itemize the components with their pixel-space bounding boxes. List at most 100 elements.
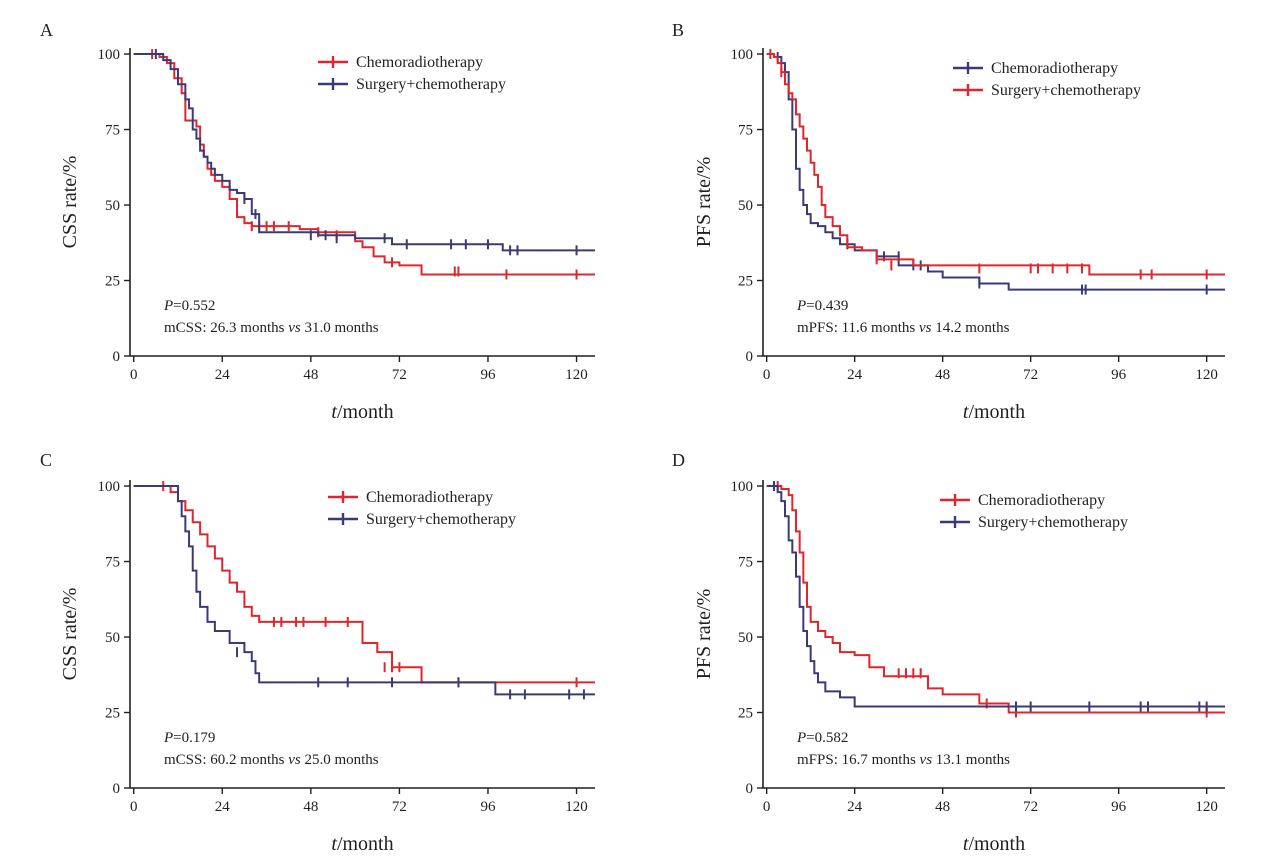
legend-entry: Chemoradiotherapy [991, 60, 1118, 77]
p-value-rest: =0.439 [806, 298, 848, 314]
legend-entry: Surgery+chemotherapy [991, 82, 1141, 99]
y-tick-label: 0 [113, 349, 121, 365]
median-suffix: 14.2 months [931, 320, 1009, 336]
median-prefix: mFPS: 16.7 months [797, 752, 920, 768]
x-tick-label: 96 [1111, 799, 1127, 815]
panel-c: C 0 25 50 75 100 0 24 48 72 96 120 CSS rate/% t/month… [40, 450, 595, 855]
x-tick-label: 48 [935, 367, 950, 383]
x-tick-label: 48 [303, 367, 318, 383]
x-tick-label: 0 [130, 799, 138, 815]
p-value-rest: =0.179 [173, 730, 215, 746]
y-tick-label: 75 [105, 123, 120, 139]
x-axis-label: t/month [331, 401, 393, 423]
x-tick-label: 72 [392, 367, 407, 383]
series-2 [766, 481, 1225, 712]
p-value-italic: P [796, 730, 806, 746]
series-2 [133, 49, 595, 256]
y-tick-label: 25 [105, 274, 120, 290]
p-value-rest: =0.552 [173, 298, 215, 314]
y-tick-label: 25 [738, 274, 753, 290]
median-suffix: 31.0 months [301, 320, 379, 336]
legend-entry: Surgery+chemotherapy [978, 514, 1128, 531]
x-tick-label: 120 [1195, 799, 1218, 815]
median-vs: vs [288, 752, 301, 768]
legend-entry: Chemoradiotherapy [366, 489, 493, 506]
y-tick-label: 25 [738, 706, 753, 722]
survival-curve [766, 485, 1225, 708]
x-tick-label: 96 [480, 367, 496, 383]
x-axis-label-rest: /month [337, 833, 394, 855]
survival-curve [133, 485, 595, 684]
x-tick-label: 48 [303, 799, 318, 815]
x-tick-label: 120 [565, 367, 588, 383]
y-tick-label: 100 [98, 479, 121, 495]
y-tick-label: 0 [746, 781, 754, 797]
x-tick-label: 0 [130, 367, 138, 383]
legend-entry: Chemoradiotherapy [978, 492, 1105, 509]
x-tick-label: 48 [935, 799, 950, 815]
x-axis-label: t/month [963, 833, 1025, 855]
panel-letter: C [40, 450, 52, 470]
panel-a: A 0 25 50 75 100 0 24 48 72 96 120 CSS rate/% t/month… [40, 20, 595, 423]
y-axis-label: CSS rate/% [59, 588, 81, 681]
x-tick-label: 72 [392, 799, 407, 815]
median-prefix: mCSS: 26.3 months [164, 320, 288, 336]
legend-entry: Surgery+chemotherapy [356, 76, 506, 93]
y-tick-label: 100 [731, 47, 754, 63]
survival-curve [133, 53, 595, 252]
survival-curve [133, 485, 595, 696]
x-tick-label: 96 [480, 799, 496, 815]
p-value-text: P=0.552 [163, 298, 215, 314]
x-axis-label: t/month [331, 833, 393, 855]
x-tick-label: 120 [1195, 367, 1218, 383]
x-axis-label-italic: t [963, 401, 969, 423]
p-value-italic: P [163, 730, 173, 746]
x-tick-label: 72 [1023, 799, 1038, 815]
panel-letter: A [40, 20, 53, 40]
median-prefix: mCSS: 60.2 months [164, 752, 288, 768]
median-survival-text: mCSS: 26.3 months vs 31.0 months [164, 320, 379, 336]
panel-letter: D [672, 450, 685, 470]
y-tick-label: 75 [738, 123, 753, 139]
median-vs: vs [288, 320, 301, 336]
series-2 [766, 49, 1225, 280]
x-axis-label-italic: t [331, 401, 337, 423]
y-tick-label: 50 [105, 630, 120, 646]
median-suffix: 13.1 months [932, 752, 1010, 768]
x-axis-label-italic: t [963, 833, 969, 855]
x-tick-label: 24 [215, 367, 231, 383]
p-value-rest: =0.582 [806, 730, 848, 746]
x-tick-label: 24 [847, 799, 863, 815]
y-tick-label: 50 [105, 198, 120, 214]
p-value-text: P=0.179 [163, 730, 215, 746]
y-tick-label: 100 [98, 47, 121, 63]
x-tick-label: 0 [763, 799, 771, 815]
x-tick-label: 72 [1023, 367, 1038, 383]
x-axis-label-rest: /month [968, 833, 1025, 855]
survival-curve [133, 53, 595, 276]
survival-curve [766, 485, 1225, 714]
survival-curve [766, 53, 1225, 276]
median-prefix: mPFS: 11.6 months [797, 320, 919, 336]
panel-letter: B [672, 20, 684, 40]
y-axis-label: PFS rate/% [693, 589, 715, 680]
median-survival-text: mPFS: 11.6 months vs 14.2 months [797, 320, 1010, 336]
survival-curve [766, 53, 1225, 291]
legend-entry: Surgery+chemotherapy [366, 511, 516, 528]
x-axis-label-rest: /month [968, 401, 1025, 423]
y-tick-label: 100 [731, 479, 754, 495]
median-suffix: 25.0 months [301, 752, 379, 768]
x-tick-label: 0 [763, 367, 771, 383]
y-tick-label: 0 [746, 349, 754, 365]
x-tick-label: 24 [847, 367, 863, 383]
p-value-text: P=0.439 [796, 298, 848, 314]
y-tick-label: 0 [113, 781, 121, 797]
panel-b: B 0 25 50 75 100 0 24 48 72 96 120 PFS rate/% t/month… [672, 20, 1225, 423]
median-survival-text: mFPS: 16.7 months vs 13.1 months [797, 752, 1010, 768]
y-tick-label: 50 [738, 198, 753, 214]
x-axis-label-rest: /month [337, 401, 394, 423]
x-tick-label: 120 [565, 799, 588, 815]
p-value-italic: P [796, 298, 806, 314]
y-tick-label: 50 [738, 630, 753, 646]
x-axis-label: t/month [963, 401, 1025, 423]
